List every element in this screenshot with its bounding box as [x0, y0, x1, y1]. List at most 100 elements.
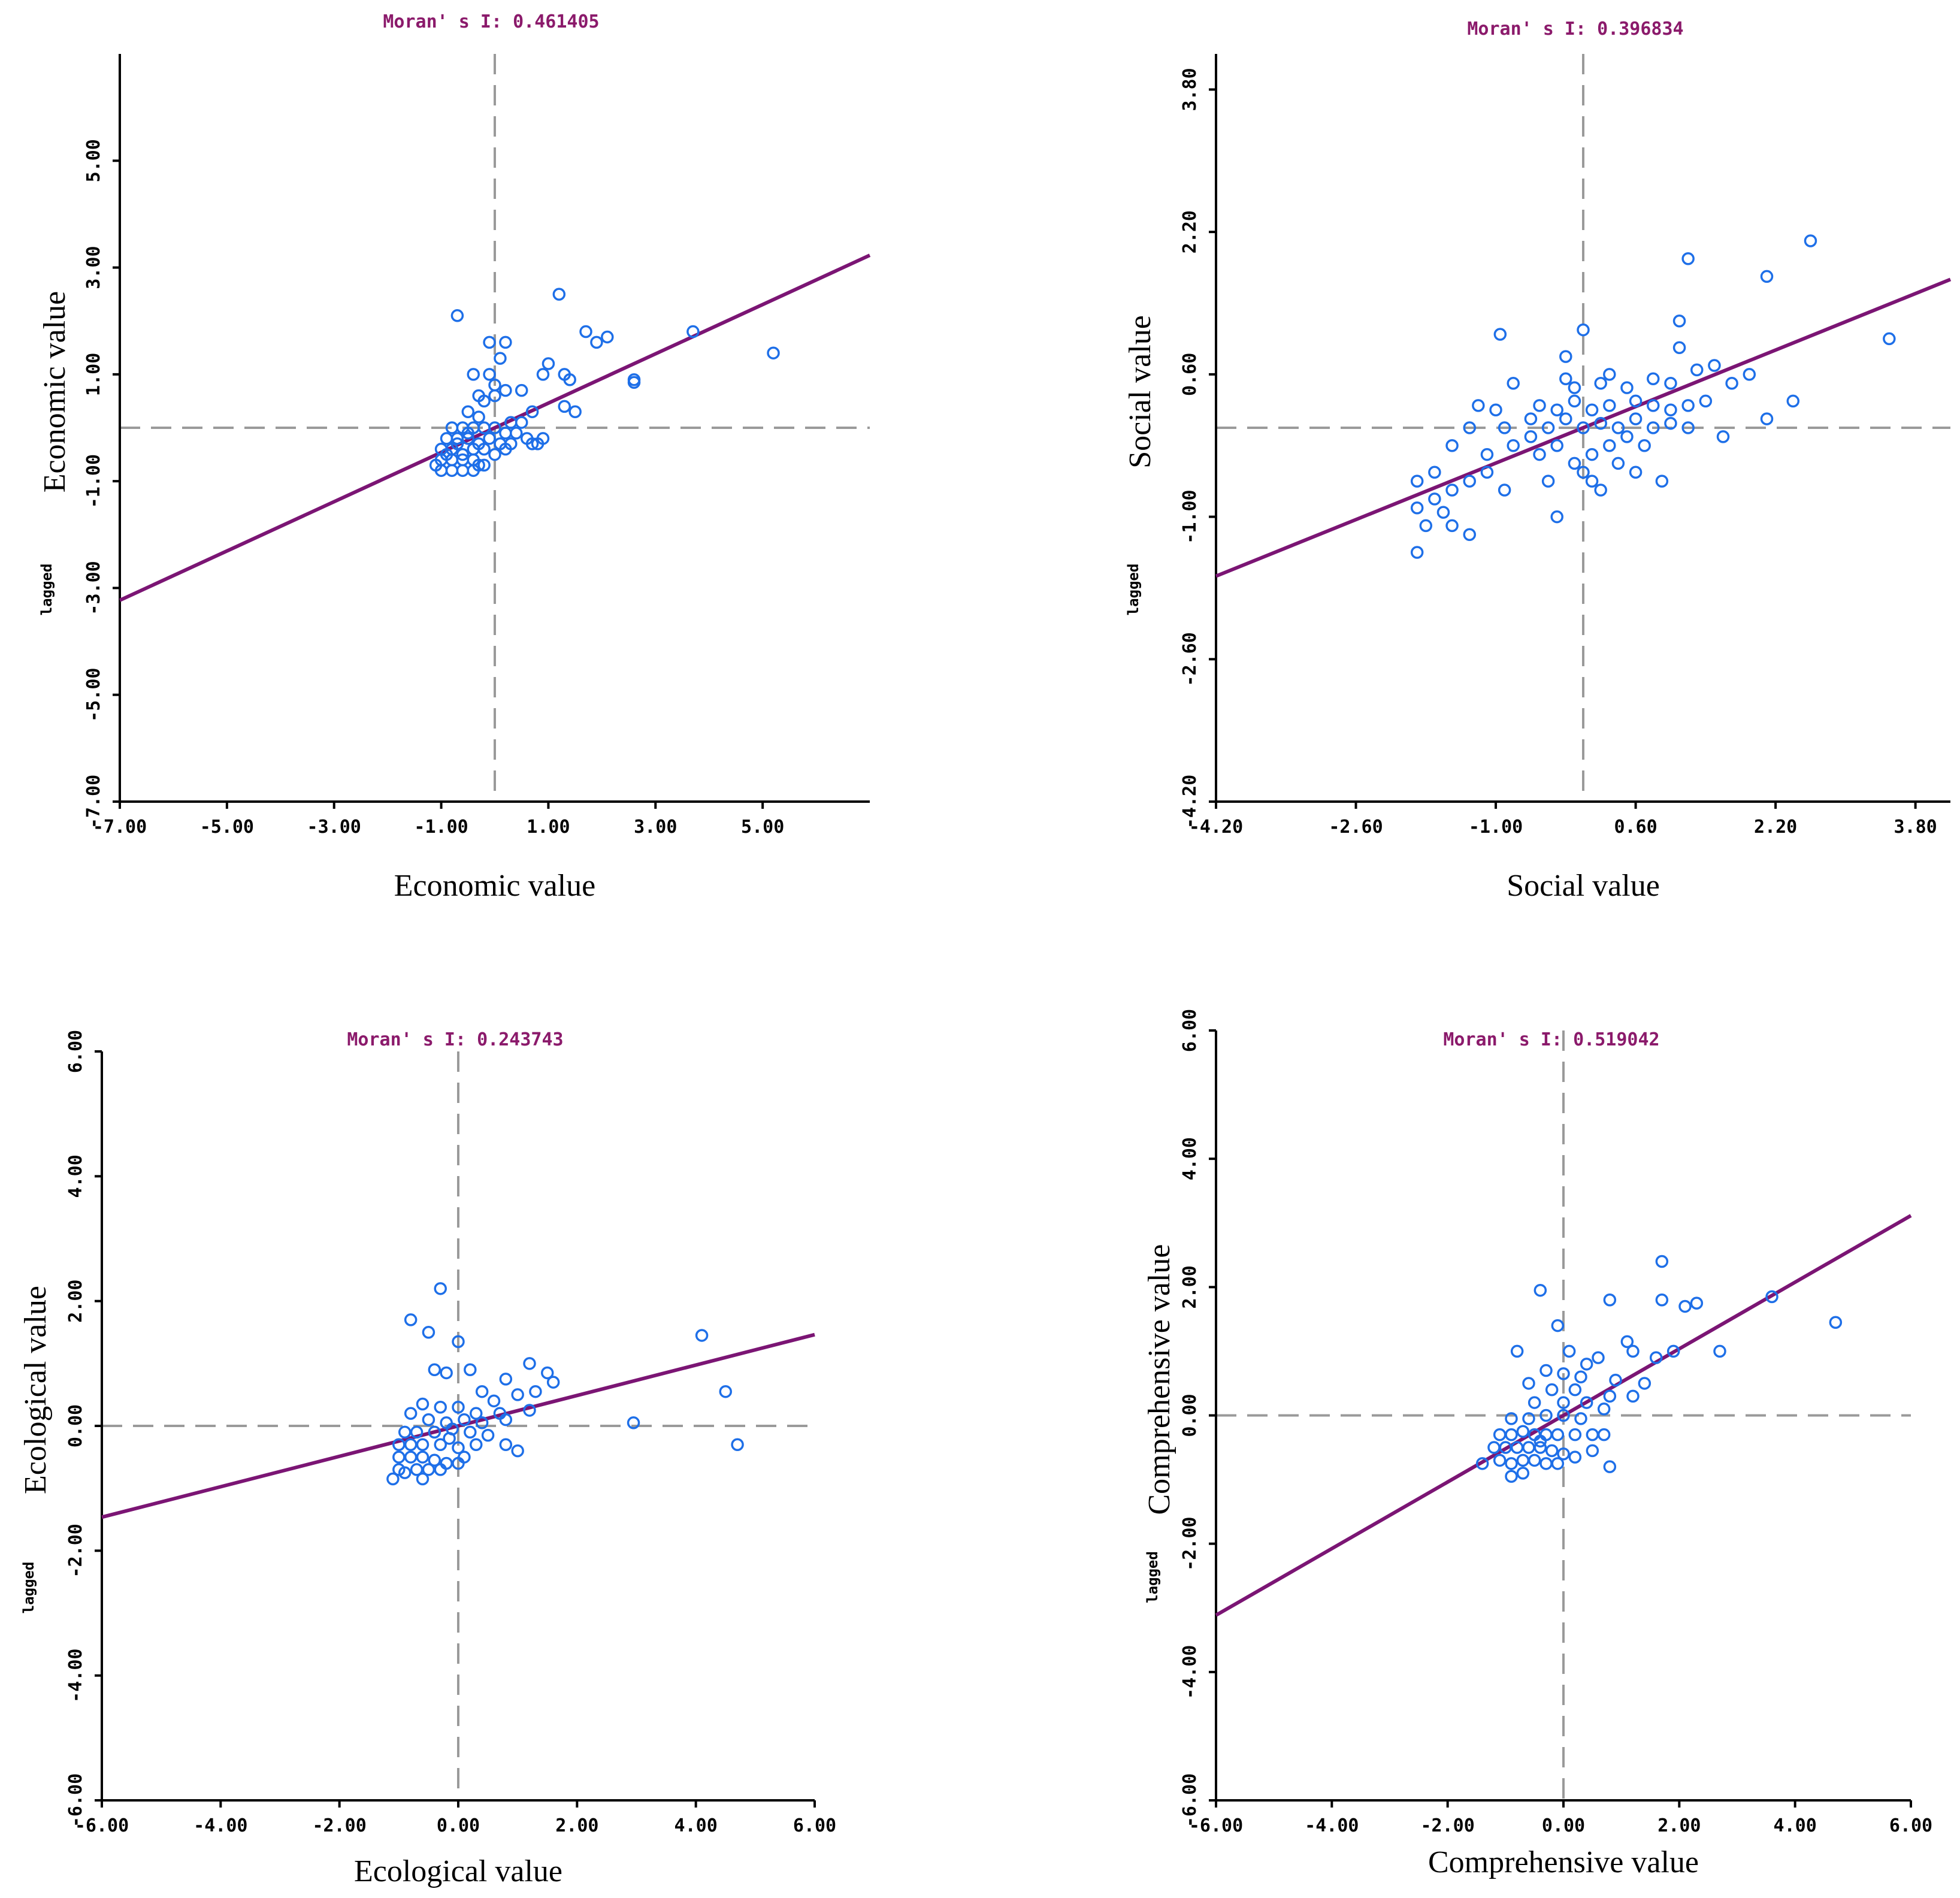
- y-tick-label: -5.00: [83, 668, 104, 722]
- scatter-point: [494, 352, 507, 365]
- scatter-point: [1629, 412, 1643, 425]
- scatter-point: [1539, 1457, 1553, 1470]
- scatter-point: [515, 383, 528, 397]
- scatter-point: [428, 1425, 441, 1439]
- scatter-point: [398, 1425, 412, 1439]
- scatter-point: [1655, 475, 1669, 488]
- scatter-point: [1597, 1428, 1611, 1441]
- y-tick-label: 3.80: [1179, 68, 1200, 111]
- scatter-point: [1611, 421, 1625, 434]
- scatter-point: [1568, 457, 1581, 470]
- scatter-point: [475, 1385, 489, 1398]
- scatter-point: [472, 458, 485, 472]
- scatter-point: [1765, 1290, 1778, 1304]
- x-tick-label: 1.00: [527, 817, 570, 838]
- scatter-point: [1620, 1335, 1634, 1349]
- scatter-point: [1672, 314, 1686, 328]
- scatter-point: [719, 1385, 732, 1398]
- scatter-point: [1568, 381, 1581, 394]
- scatter-point: [1539, 1364, 1553, 1377]
- scatter-point: [1743, 368, 1756, 381]
- scatter-point: [510, 427, 523, 440]
- scatter-point: [1505, 1412, 1518, 1425]
- scatter-point: [416, 1397, 429, 1411]
- scatter-point: [1760, 412, 1774, 425]
- scatter-point: [1681, 421, 1695, 434]
- scatter-point: [1545, 1444, 1559, 1458]
- scatter-point: [440, 432, 453, 445]
- scatter-point: [515, 416, 528, 429]
- scatter-point: [1562, 1344, 1576, 1358]
- x-tick-label: 3.80: [1894, 817, 1937, 838]
- y-tick-label: -2.60: [1179, 632, 1200, 686]
- scatter-point: [1507, 439, 1520, 452]
- scatter-point: [1664, 376, 1677, 390]
- scatter-point: [1574, 1370, 1587, 1383]
- x-tick-label: -2.00: [1421, 1815, 1475, 1836]
- x-axis-title: Social value: [1507, 869, 1660, 903]
- scatter-point: [452, 1401, 465, 1414]
- scatter-point: [1551, 1457, 1565, 1470]
- scatter-point: [483, 432, 496, 445]
- y-tick-label: 2.00: [65, 1280, 86, 1323]
- scatter-point: [1611, 457, 1625, 470]
- x-tick-label: 2.00: [555, 1815, 598, 1836]
- scatter-point: [404, 1313, 418, 1326]
- y-tick-label: -4.20: [1179, 775, 1200, 829]
- scatter-point: [1594, 376, 1607, 390]
- scatter-point: [1638, 1377, 1652, 1390]
- scatter-point: [487, 1394, 501, 1408]
- scatter-point: [445, 464, 459, 477]
- scatter-point: [1647, 421, 1660, 434]
- scatter-point: [456, 448, 470, 461]
- scatter-point: [422, 1413, 435, 1426]
- scatter-point: [1655, 1255, 1669, 1268]
- scatter-point: [1577, 421, 1590, 434]
- x-tick-label: 4.00: [674, 1815, 718, 1836]
- scatter-point: [1522, 1441, 1535, 1454]
- x-tick-label: -6.00: [75, 1815, 129, 1836]
- y-tick-label: 2.20: [1179, 210, 1200, 253]
- scatter-point: [536, 432, 550, 445]
- scatter-point: [1557, 1396, 1570, 1409]
- scatter-point: [392, 1450, 406, 1464]
- scatter-point: [456, 464, 470, 477]
- x-tick-label: -5.00: [200, 817, 254, 838]
- scatter-point: [499, 1438, 513, 1451]
- scatter-point: [1528, 1453, 1541, 1467]
- y-tick-label: -6.00: [65, 1773, 86, 1827]
- scatter-point: [499, 427, 512, 440]
- scatter-point: [590, 336, 603, 349]
- moran-i-label: Moran' s I: 0.243743: [347, 1029, 563, 1050]
- regression-line: [119, 253, 871, 602]
- x-tick-label: 0.00: [437, 1815, 480, 1836]
- scatter-point: [1883, 332, 1896, 346]
- scatter-point: [731, 1438, 744, 1451]
- y-axis-lagged-prefix: lagged: [20, 1562, 37, 1614]
- x-tick-label: -2.60: [1329, 817, 1383, 838]
- scatter-point: [1480, 466, 1494, 479]
- scatter-point: [1594, 416, 1607, 430]
- scatter-point: [1574, 1412, 1587, 1425]
- scatter-point: [1678, 1299, 1692, 1313]
- scatter-point: [1463, 528, 1477, 542]
- x-tick-label: -4.00: [1305, 1815, 1359, 1836]
- y-tick-label: -2.00: [65, 1524, 86, 1577]
- scatter-point: [1829, 1316, 1843, 1329]
- scatter-point: [434, 1401, 447, 1414]
- scatter-point: [1533, 1283, 1547, 1297]
- scatter-point: [1681, 399, 1695, 412]
- scatter-point: [1550, 403, 1563, 417]
- x-tick-label: -4.00: [193, 1815, 247, 1836]
- scatter-point: [1760, 270, 1774, 283]
- scatter-point: [1489, 403, 1502, 417]
- regression-line: [1215, 277, 1952, 578]
- scatter-point: [1475, 1457, 1489, 1470]
- scatter-point: [440, 448, 453, 461]
- x-axis-title: Ecological value: [354, 1854, 562, 1888]
- y-tick-label: -1.00: [83, 454, 104, 508]
- scatter-point: [1505, 1470, 1518, 1483]
- scatter-point: [1419, 519, 1433, 533]
- scatter-point: [398, 1466, 412, 1479]
- scatter-point: [541, 1366, 554, 1380]
